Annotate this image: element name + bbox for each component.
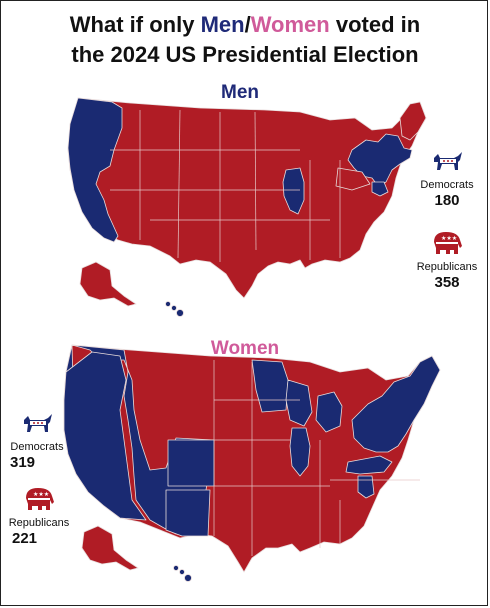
women-map-democrat-colorado [167,439,215,487]
women-democrats-legend: Democrats 319 [4,410,70,472]
women-map-democrat-illinois [289,427,311,477]
elephant-icon: ★★★ [26,488,54,510]
women-map-democrat-virginia [345,455,393,475]
women-map-democrat-northeast [351,355,441,453]
men-republicans-votes: 358 [434,274,460,291]
headline-line-2: the 2024 US Presidential Election [71,42,419,67]
women-map-democrat-michigan [315,391,343,433]
headline-men: Men [200,12,245,37]
men-map-republican-states [67,97,427,299]
women-map-democrat-pacific-coast [63,351,147,521]
women-map-democrat-wisconsin [285,379,313,427]
men-map-label: Men [221,82,259,103]
men-democrats-votes: 180 [434,192,460,209]
svg-text:★★★: ★★★ [33,491,49,498]
men-map-hawaii-1 [165,301,171,307]
donkey-icon [434,152,462,170]
women-map-hawaii-1 [173,565,179,571]
headline-line-1: What if only Men/Women voted in [0,10,490,40]
men-republicans-label: Republicans [416,261,478,273]
headline-slash: / [244,12,251,37]
men-map-republican-maine [399,101,427,141]
women-republicans-votes: 221 [12,530,38,547]
men-map-democrat-west-coast [67,97,123,243]
elephant-icon: ★★★ [434,232,462,254]
headline-suffix: voted in [329,12,421,37]
men-map-alaska [79,261,137,307]
men-map-hawaii-2 [171,305,177,311]
headline-prefix: What if only [69,12,201,37]
men-democrats-label: Democrats [420,179,474,191]
men-map-democrat-illinois [282,167,305,215]
svg-text:★★★: ★★★ [441,235,457,242]
women-map-democrat-georgia [357,475,375,499]
women-map-democrat-minnesota [251,359,289,413]
women-map-hawaii-2 [179,569,185,575]
donkey-icon [24,414,52,432]
women-map-label: Women [210,338,280,359]
men-democrats-legend: Democrats 180 [410,148,484,210]
women-democrats-label: Democrats [10,441,64,453]
women-democrats-votes: 319 [10,454,36,471]
women-map-hawaii-3 [184,574,192,582]
headline-women: Women [250,12,330,37]
women-map-alaska [81,525,139,571]
women-map-democrat-new-mexico [165,489,211,537]
women-republicans-legend: ★★★ Republicans 221 [4,484,74,548]
men-republicans-legend: ★★★ Republicans 358 [410,228,484,292]
men-map-republican-pennsylvania [335,167,371,191]
men-map-democrat-mid-atlantic [371,181,389,197]
men-map-hawaii-3 [176,309,184,317]
women-republicans-label: Republicans [8,517,70,529]
